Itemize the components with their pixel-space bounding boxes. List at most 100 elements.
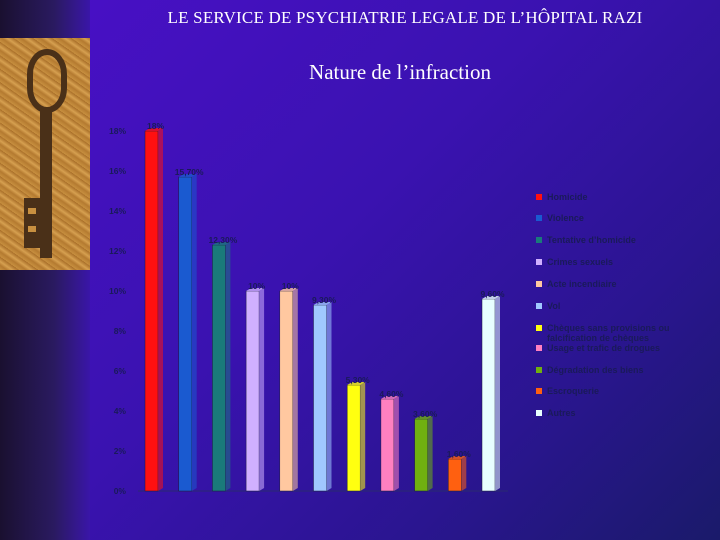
legend-item: Tentative d’homicide (536, 235, 636, 245)
legend-item: Violence (536, 213, 584, 223)
antique-key-image (0, 38, 90, 270)
data-label: 1,60% (447, 449, 472, 459)
bar-side (225, 242, 231, 491)
legend-item: Dégradation des biens (536, 365, 644, 375)
bar-side (461, 456, 467, 491)
legend-swatch (536, 215, 542, 221)
legend-item: Acte incendiaire (536, 279, 617, 289)
legend-item: Crimes sexuels (536, 257, 613, 267)
legend-item: Autres (536, 408, 576, 418)
bar-face (448, 458, 462, 492)
legend-swatch (536, 367, 542, 373)
bar-top (347, 382, 366, 385)
bar-side (360, 382, 366, 491)
legend-label: Dégradation des biens (547, 365, 644, 375)
bar-face (144, 130, 159, 492)
chart-title: Nature de l’infraction (309, 60, 491, 84)
data-label: 3,60% (413, 409, 438, 419)
data-label: 15,70% (175, 167, 204, 177)
data-labels-group: 18% 15,70% 12,30% 10% 10% 9,30% 5,30% 4,60% 3,60… (147, 121, 505, 459)
bar-face (481, 298, 496, 492)
legend-item: Chèques sans provisions ou falcification … (536, 323, 670, 343)
bar-face (346, 384, 361, 492)
legend-label: Violence (547, 213, 584, 223)
bars-group (144, 128, 500, 492)
legend-label: Acte incendiaire (547, 279, 617, 289)
data-label: 4,60% (379, 389, 404, 399)
bar-top (380, 396, 399, 399)
bar-side (326, 302, 332, 491)
bar-face (380, 398, 395, 492)
bar-face (313, 304, 327, 492)
legend-swatch (536, 345, 542, 351)
legend-label: Crimes sexuels (547, 257, 613, 267)
y-tick-label: 0% (114, 486, 127, 496)
y-tick-label: 8% (114, 326, 127, 336)
bar-side (427, 416, 433, 491)
bar (346, 382, 366, 492)
legend-label: Vol (547, 301, 560, 311)
y-tick-label: 18% (109, 126, 126, 136)
bar (212, 242, 231, 492)
bar-top (178, 174, 197, 177)
y-tick-label: 12% (109, 246, 126, 256)
bar (380, 396, 399, 492)
legend-swatch (536, 303, 542, 309)
legend-label: Escroquerie (547, 386, 599, 396)
data-label: 5,30% (346, 375, 371, 385)
legend-item: Escroquerie (536, 386, 599, 396)
legend-swatch (536, 237, 542, 243)
bar-face (414, 418, 428, 492)
bar (279, 288, 298, 492)
legend-swatch (536, 281, 542, 287)
y-axis: 0% 2% 4% 6% 8% 10% 12% 14% 16% 18% (109, 126, 508, 496)
legend-label: Homicide (547, 192, 588, 202)
bar-top (145, 128, 163, 131)
legend-item: Usage et trafic de drogues (536, 343, 660, 353)
bar-side (259, 288, 265, 491)
bar-top (212, 242, 231, 245)
bar-face (245, 290, 260, 492)
bar-face (212, 244, 226, 492)
data-label: 10% (248, 281, 265, 291)
slide-title: LE SERVICE DE PSYCHIATRIE LEGALE DE L’HÔ… (167, 8, 643, 27)
decorative-sidebar (0, 0, 90, 540)
bar (414, 416, 433, 492)
data-label: 10% (282, 281, 299, 291)
bar (245, 288, 265, 492)
data-label: 18% (147, 121, 164, 131)
legend-label: Usage et trafic de drogues (547, 343, 660, 353)
legend-swatch (536, 259, 542, 265)
bar-side (292, 288, 298, 491)
legend-label: Tentative d’homicide (547, 235, 636, 245)
legend-swatch (536, 325, 542, 331)
bar-side (495, 296, 500, 491)
y-tick-label: 2% (114, 446, 127, 456)
bar-top (482, 296, 500, 299)
y-tick-label: 4% (114, 406, 127, 416)
legend: Homicide Violence Tentative d’homicide Crim… (536, 192, 670, 418)
bar (448, 456, 467, 492)
y-tick-label: 16% (109, 166, 126, 176)
legend-swatch (536, 388, 542, 394)
legend-label: Chèques sans provisions ou falcification … (547, 323, 670, 343)
bar (313, 302, 332, 492)
legend-label: Autres (547, 408, 576, 418)
bar-top (313, 302, 332, 305)
y-tick-label: 14% (109, 206, 126, 216)
bar-top (246, 288, 265, 291)
y-tick-label: 6% (114, 366, 127, 376)
bar-top (279, 288, 298, 291)
bar (481, 296, 500, 492)
bar-top (414, 416, 433, 419)
bar-face (279, 290, 294, 492)
data-label: 12,30% (208, 235, 237, 245)
bar-side (191, 174, 197, 491)
bar-side (393, 396, 399, 491)
legend-item: Vol (536, 301, 560, 311)
bar (144, 128, 163, 492)
bar-face (178, 176, 192, 492)
data-label: 9,30% (312, 295, 337, 305)
legend-swatch (536, 194, 542, 200)
